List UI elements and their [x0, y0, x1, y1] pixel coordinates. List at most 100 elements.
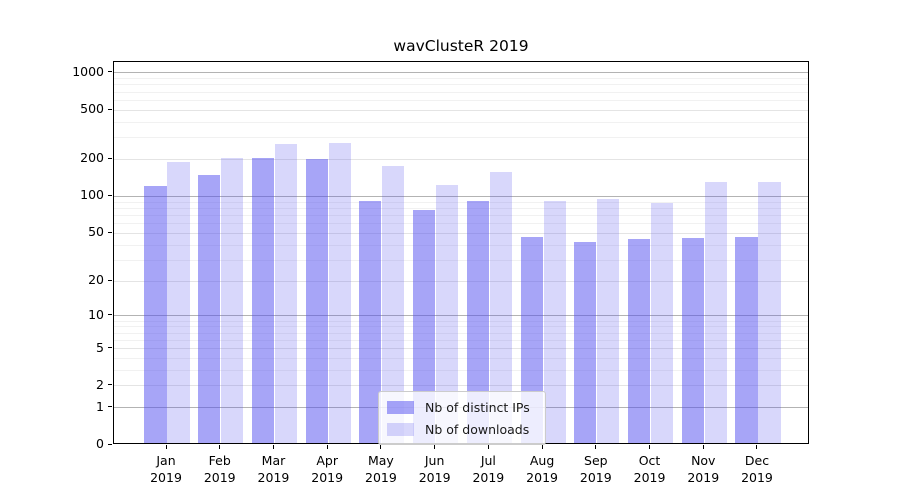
legend-item-distinct-ips: Nb of distinct IPs [387, 399, 535, 415]
y-tick-label: 100 [80, 187, 104, 203]
labeled-gridline [114, 232, 808, 234]
legend-item-downloads: Nb of downloads [387, 421, 535, 437]
labeled-gridline [114, 280, 808, 282]
x-tick-label: Jul 2019 [472, 453, 505, 485]
minor-gridline [114, 99, 808, 101]
x-tick-label: Jan 2019 [150, 453, 182, 485]
y-tick-label: 500 [80, 101, 104, 117]
y-tick-label: 0 [96, 436, 104, 451]
legend-label-distinct-ips: Nb of distinct IPs [425, 399, 530, 415]
x-tick-mark [165, 445, 167, 449]
minor-gridline [114, 78, 808, 80]
minor-gridline [114, 207, 808, 209]
labeled-gridline [114, 109, 808, 111]
bar-downloads [382, 165, 405, 443]
x-tick-label: Mar 2019 [257, 453, 290, 485]
minor-gridline [114, 332, 808, 334]
x-tick-mark [272, 445, 274, 449]
x-tick-label: Aug 2019 [526, 453, 558, 485]
y-tick-mark [108, 71, 112, 73]
minor-gridline [114, 121, 808, 123]
bar-distinct-ips [466, 201, 489, 443]
bar-distinct-ips [681, 238, 704, 443]
legend-swatch-downloads [387, 422, 414, 436]
legend-swatch-distinct-ips [387, 400, 414, 414]
bar-distinct-ips [305, 158, 328, 443]
x-tick-label: Jun 2019 [418, 453, 451, 485]
bar-distinct-ips [413, 209, 436, 443]
y-tick-label: 2 [96, 376, 104, 392]
labeled-gridline [114, 158, 808, 160]
y-tick-mark [108, 194, 112, 196]
x-tick-mark [380, 445, 382, 449]
x-tick-mark [219, 445, 221, 449]
bar-distinct-ips [627, 239, 651, 443]
bar-downloads [436, 185, 459, 443]
y-tick-mark [108, 231, 112, 233]
minor-gridline [114, 339, 808, 341]
minor-gridline [114, 223, 808, 225]
y-tick-label: 1000 [72, 63, 104, 79]
major-gridline [114, 72, 808, 74]
x-tick-mark [595, 445, 597, 449]
minor-gridline [114, 357, 808, 359]
bar-downloads [650, 203, 674, 443]
y-tick-mark [108, 108, 112, 110]
x-tick-mark [649, 445, 651, 449]
minor-gridline [114, 326, 808, 328]
bar-downloads [543, 201, 566, 443]
bar-distinct-ips [359, 200, 382, 443]
y-tick-label: 5 [96, 339, 104, 355]
y-tick-label: 1 [96, 398, 104, 414]
minor-gridline [114, 91, 808, 93]
bar-downloads [167, 161, 190, 443]
y-tick-label: 50 [88, 224, 104, 240]
x-tick-mark [487, 445, 489, 449]
y-tick-mark [108, 314, 112, 316]
y-tick-mark [108, 157, 112, 159]
bar-distinct-ips [574, 241, 597, 443]
x-tick-mark [702, 445, 704, 449]
x-tick-label: Sep 2019 [579, 453, 612, 485]
x-tick-label: Dec 2019 [741, 453, 773, 485]
y-tick-mark [108, 443, 112, 445]
bar-distinct-ips [144, 185, 167, 443]
chart-title: wavClusteR 2019 [393, 37, 529, 55]
labeled-gridline [114, 385, 808, 387]
minor-gridline [114, 84, 808, 86]
y-tick-mark [108, 279, 112, 281]
labeled-gridline [114, 348, 808, 349]
bar-downloads [328, 142, 351, 443]
bar-downloads [597, 198, 620, 443]
x-tick-mark [434, 445, 436, 449]
minor-gridline [114, 201, 808, 203]
y-tick-label: 10 [88, 306, 104, 322]
minor-gridline [114, 259, 808, 261]
minor-gridline [114, 369, 808, 371]
legend: Nb of distinct IPs Nb of downloads [378, 391, 546, 445]
x-tick-label: Oct 2019 [633, 453, 666, 485]
minor-gridline [114, 214, 808, 216]
plot-area [113, 61, 809, 444]
y-tick-mark [108, 384, 112, 386]
y-tick-label: 200 [80, 150, 104, 166]
minor-gridline [114, 320, 808, 322]
bar-downloads [274, 144, 298, 443]
bar-distinct-ips [251, 157, 275, 443]
x-tick-label: Feb 2019 [203, 453, 236, 485]
bar-distinct-ips [198, 175, 221, 443]
bar-downloads [758, 182, 781, 443]
x-tick-mark [541, 445, 543, 449]
y-tick-mark [108, 347, 112, 348]
minor-gridline [114, 244, 808, 246]
major-gridline [114, 315, 808, 317]
bar-downloads [221, 158, 244, 443]
minor-gridline [114, 137, 808, 139]
x-tick-label: Apr 2019 [311, 453, 344, 485]
legend-label-downloads: Nb of downloads [425, 421, 530, 437]
x-tick-label: Nov 2019 [687, 453, 720, 485]
bar-downloads [704, 182, 727, 443]
x-tick-mark [756, 445, 758, 449]
y-tick-label: 20 [88, 272, 104, 288]
